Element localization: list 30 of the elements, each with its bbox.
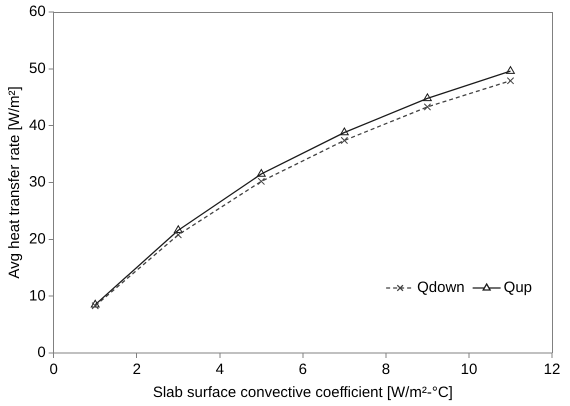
- point: [258, 178, 265, 186]
- y-tick-label: 20: [28, 230, 46, 248]
- y-axis-title: Avg heat transfer rate [W/m²]: [6, 86, 24, 279]
- point: [424, 103, 432, 111]
- y-tick-label: 10: [28, 287, 46, 304]
- x-tick-label: 6: [298, 361, 308, 378]
- point: [256, 168, 266, 177]
- x-tick-label: 4: [216, 361, 224, 378]
- x-tick-label: 12: [544, 361, 560, 378]
- legend-label: Qup: [504, 279, 532, 296]
- point: [174, 231, 182, 238]
- x-tick-label: 2: [132, 361, 141, 378]
- x-tick-label: 8: [382, 361, 390, 378]
- point: [340, 136, 348, 144]
- point: [506, 77, 514, 84]
- y-tick-label: 40: [28, 116, 46, 134]
- point: [174, 225, 183, 233]
- y-tick-label: 50: [28, 60, 46, 77]
- x-tick-label: 0: [50, 361, 58, 378]
- y-tick-label: 0: [37, 344, 46, 362]
- legend-label: Qdown: [417, 279, 465, 296]
- y-tick-label: 60: [28, 3, 46, 20]
- x-tick-label: 10: [460, 361, 478, 378]
- point: [423, 93, 432, 102]
- point: [90, 300, 100, 308]
- point: [506, 66, 515, 74]
- x-axis-title: Slab surface convective coefficient [W/m²-°C]: [152, 384, 453, 402]
- point: [92, 302, 99, 310]
- y-tick-label: 30: [28, 174, 46, 191]
- point: [340, 127, 349, 136]
